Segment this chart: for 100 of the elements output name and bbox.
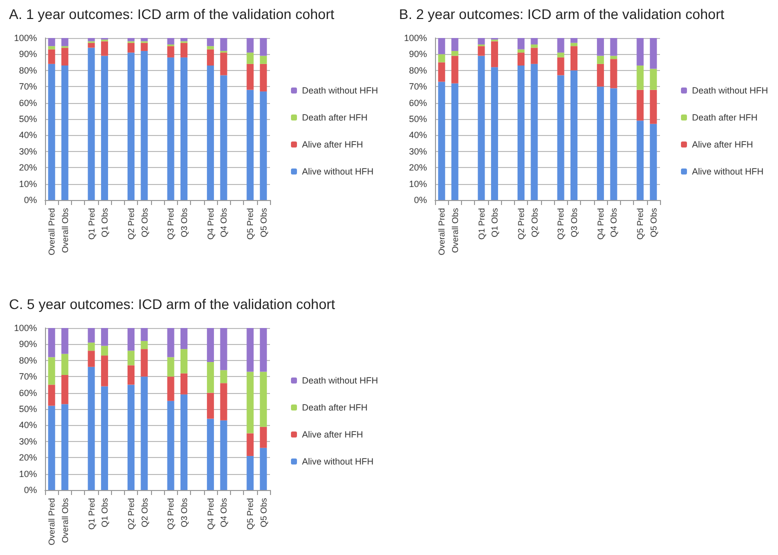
y-tick-label: 30% (408, 146, 427, 156)
bar (206, 328, 214, 362)
bar (88, 42, 95, 48)
bar (491, 67, 498, 200)
bar (260, 426, 267, 448)
bar (246, 64, 254, 90)
bar (140, 340, 148, 350)
y-tick-label: 10% (18, 178, 37, 189)
bar (167, 38, 174, 44)
bar (246, 38, 254, 53)
y-tick-label: 30% (18, 146, 37, 156)
bar (610, 88, 618, 200)
bar (451, 83, 458, 200)
y-tick-label: 90% (408, 49, 427, 60)
bar (246, 433, 254, 456)
bar (438, 62, 446, 82)
bar (220, 328, 228, 370)
bar (650, 68, 657, 90)
y-tick-label: 80% (18, 355, 37, 366)
x-tick-label: Q2 Pred (516, 208, 526, 240)
bar (101, 356, 108, 386)
bar (650, 124, 657, 200)
bar (518, 49, 525, 53)
chart-title: C. 5 year outcomes: ICD arm of the validation cohort (9, 296, 336, 312)
bar (260, 91, 267, 200)
legend-label: Death after HFH (692, 112, 758, 122)
bar (478, 56, 485, 200)
bar (128, 328, 135, 351)
x-tick-label: Q3 Obs (568, 208, 579, 238)
bar (596, 86, 604, 200)
y-tick-label: 40% (18, 130, 37, 140)
bar (88, 328, 95, 343)
bar (101, 41, 108, 56)
bar (206, 38, 214, 46)
bar (260, 56, 267, 64)
x-tick-label: Overall Pred (46, 498, 57, 546)
bar (570, 46, 578, 70)
bar (61, 66, 68, 200)
bar (530, 48, 538, 64)
bar (48, 384, 56, 406)
bar (246, 372, 254, 434)
bar (48, 64, 56, 200)
bar (88, 366, 95, 490)
x-tick-label: Overall Obs (60, 498, 70, 543)
y-tick-label: 60% (408, 98, 427, 108)
y-tick-label: 20% (18, 452, 37, 463)
x-tick-label: Q5 Pred (245, 498, 256, 530)
bar (610, 56, 618, 60)
bar (128, 350, 135, 366)
bar (180, 373, 188, 394)
x-tick-label: Q1 Obs (100, 208, 110, 238)
y-tick-label: 100% (404, 33, 427, 43)
legend-label: Alive after HFH (692, 140, 753, 150)
bar (167, 328, 174, 358)
bar (438, 54, 446, 62)
bar (246, 328, 254, 372)
bar (167, 376, 174, 401)
bar (438, 38, 446, 54)
bar (557, 38, 564, 53)
y-tick-label: 70% (408, 82, 427, 92)
x-tick-label: Q4 Obs (608, 208, 619, 238)
x-tick-label: Q4 Pred (595, 208, 606, 240)
y-tick-label: 50% (408, 114, 427, 124)
bar (636, 90, 644, 121)
bar (518, 38, 525, 50)
bar (101, 386, 108, 490)
y-tick-label: 90% (18, 339, 37, 350)
bar (596, 64, 604, 87)
bar (167, 57, 174, 200)
bar (206, 66, 214, 200)
bar (48, 49, 56, 64)
bar (101, 56, 108, 200)
bar (180, 42, 188, 58)
bar (557, 75, 564, 200)
bar (570, 38, 578, 43)
y-tick-label: 80% (408, 65, 427, 76)
bar (518, 52, 525, 66)
legend-label: Death after HFH (302, 112, 368, 122)
bar (206, 418, 214, 490)
y-tick-label: 10% (18, 468, 37, 479)
bar (128, 42, 135, 53)
bar (128, 52, 135, 200)
x-tick-label: Q1 Obs (490, 208, 500, 238)
bar (180, 328, 188, 350)
bar (180, 38, 188, 42)
legend-label: Alive after HFH (302, 140, 363, 150)
x-tick-label: Overall Obs (450, 208, 460, 253)
bar (596, 56, 604, 64)
y-tick-label: 0% (24, 485, 37, 495)
y-tick-label: 80% (18, 65, 37, 76)
x-tick-label: Q4 Pred (205, 208, 216, 240)
bar (260, 328, 267, 372)
bar (451, 50, 458, 56)
x-tick-label: Q3 Pred (556, 208, 566, 240)
bar (636, 38, 644, 66)
bar (61, 48, 68, 66)
x-tick-label: Q3 Obs (178, 208, 189, 238)
x-tick-label: Q3 Pred (166, 498, 176, 530)
x-tick-label: Q5 Pred (245, 208, 256, 240)
x-tick-label: Q2 Pred (126, 498, 136, 530)
